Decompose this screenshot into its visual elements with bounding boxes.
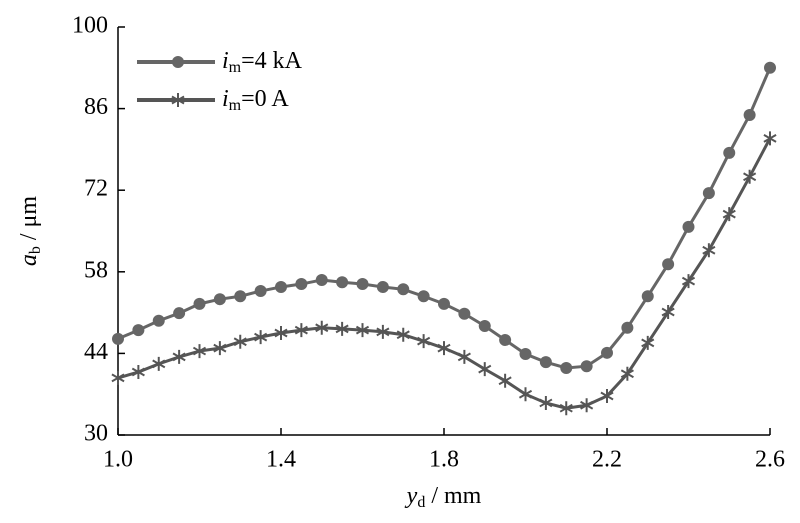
marker bbox=[458, 307, 471, 320]
marker bbox=[764, 61, 776, 74]
marker bbox=[681, 274, 696, 289]
marker bbox=[682, 220, 695, 233]
marker bbox=[193, 297, 206, 310]
y-tick-label: 44 bbox=[84, 339, 108, 365]
marker bbox=[112, 332, 124, 345]
marker bbox=[355, 323, 370, 338]
marker bbox=[580, 360, 593, 373]
marker bbox=[173, 307, 186, 320]
marker bbox=[641, 290, 654, 303]
marker bbox=[560, 361, 573, 374]
y-tick-label: 100 bbox=[72, 13, 108, 39]
y-tick-label: 58 bbox=[84, 257, 108, 283]
marker bbox=[743, 169, 757, 184]
marker bbox=[621, 321, 634, 334]
marker bbox=[356, 278, 369, 291]
marker bbox=[763, 131, 777, 146]
marker bbox=[438, 297, 450, 310]
marker bbox=[152, 314, 165, 327]
series-line bbox=[117, 137, 772, 410]
marker bbox=[131, 365, 145, 380]
y-tick-label: 30 bbox=[84, 421, 108, 447]
marker bbox=[723, 146, 736, 159]
marker bbox=[743, 109, 756, 122]
marker bbox=[662, 258, 675, 271]
x-tick-label: 2.2 bbox=[592, 447, 622, 473]
marker bbox=[376, 324, 390, 339]
marker bbox=[396, 327, 410, 342]
marker bbox=[457, 349, 471, 364]
marker bbox=[722, 207, 736, 222]
series-line bbox=[117, 67, 772, 370]
legend-marker bbox=[172, 56, 184, 68]
marker bbox=[580, 398, 594, 413]
marker bbox=[315, 273, 328, 286]
marker bbox=[213, 293, 226, 306]
marker bbox=[336, 276, 349, 289]
marker bbox=[233, 334, 247, 349]
marker bbox=[213, 341, 227, 356]
marker bbox=[315, 320, 329, 335]
marker bbox=[702, 243, 716, 258]
marker bbox=[417, 334, 431, 349]
marker bbox=[518, 387, 533, 402]
marker bbox=[559, 401, 573, 416]
marker bbox=[254, 330, 268, 345]
legend-label: im=4 kA bbox=[222, 48, 303, 76]
marker bbox=[702, 187, 715, 200]
legend-marker bbox=[171, 93, 185, 107]
marker bbox=[132, 324, 145, 337]
marker bbox=[437, 341, 451, 356]
marker bbox=[620, 366, 634, 381]
legend-label: im=0 A bbox=[222, 86, 289, 114]
x-axis-label: yd / mm bbox=[405, 483, 482, 511]
marker bbox=[661, 305, 675, 320]
marker bbox=[417, 290, 430, 303]
marker bbox=[601, 346, 613, 359]
marker bbox=[335, 321, 349, 336]
marker bbox=[478, 362, 492, 377]
marker bbox=[294, 323, 308, 338]
marker bbox=[295, 278, 308, 291]
y-tick-label: 72 bbox=[84, 176, 108, 202]
y-axis-label: ab / μm bbox=[16, 196, 44, 267]
marker bbox=[172, 349, 186, 364]
marker bbox=[254, 285, 267, 298]
marker bbox=[275, 280, 287, 293]
marker bbox=[499, 333, 512, 346]
marker bbox=[192, 344, 207, 359]
x-tick-label: 2.6 bbox=[755, 447, 785, 473]
marker bbox=[519, 347, 532, 360]
marker bbox=[600, 388, 614, 403]
marker bbox=[539, 395, 553, 410]
x-tick-label: 1.0 bbox=[103, 447, 133, 473]
marker bbox=[152, 356, 166, 371]
marker bbox=[539, 356, 552, 369]
marker bbox=[234, 290, 247, 303]
marker bbox=[274, 326, 288, 340]
marker bbox=[111, 370, 125, 385]
marker bbox=[641, 335, 655, 350]
marker bbox=[397, 283, 410, 296]
y-tick-label: 86 bbox=[84, 94, 108, 120]
marker bbox=[478, 320, 491, 333]
marker bbox=[498, 373, 512, 388]
x-tick-label: 1.4 bbox=[266, 447, 296, 473]
x-tick-label: 1.8 bbox=[429, 447, 459, 473]
marker bbox=[376, 280, 389, 293]
